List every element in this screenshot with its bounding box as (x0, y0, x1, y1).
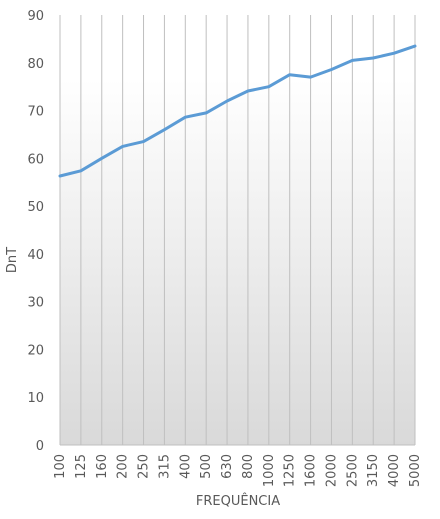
y-axis-ticks: 0 10 20 30 40 50 60 70 80 90 (27, 9, 44, 454)
y-tick-label: 60 (27, 152, 44, 167)
x-tick-label: 1000 (262, 454, 277, 487)
x-tick-label: 5000 (408, 454, 423, 487)
x-tick-label: 100 (53, 454, 68, 479)
x-tick-label: 2500 (345, 454, 360, 487)
x-tick-label: 160 (95, 454, 110, 479)
x-tick-label: 400 (178, 454, 193, 479)
x-tick-label: 630 (220, 454, 235, 479)
x-tick-label: 2000 (324, 454, 339, 487)
x-axis-title: FREQUÊNCIA (196, 493, 280, 509)
y-tick-label: 20 (27, 343, 44, 358)
x-tick-label: 200 (116, 454, 131, 479)
y-axis-title: DnT (5, 247, 20, 273)
series-line (58, 44, 417, 178)
y-tick-label: 50 (27, 200, 44, 215)
y-tick-label: 10 (27, 391, 44, 406)
x-tick-label: 800 (241, 454, 256, 479)
y-tick-label: 30 (27, 296, 44, 311)
x-axis-ticks: 100 125 160 200 250 315 400 500 630 800 1000 1250 16… (53, 454, 423, 487)
x-tick-label: 125 (74, 454, 89, 479)
x-tick-label: 250 (137, 454, 152, 479)
y-tick-label: 90 (27, 9, 44, 24)
x-tick-label: 4000 (387, 454, 402, 487)
x-tick-label: 1600 (304, 454, 319, 487)
y-tick-label: 80 (27, 57, 44, 72)
x-tick-label: 1250 (283, 454, 298, 487)
y-tick-label: 0 (36, 439, 44, 454)
plot-area-fill (60, 15, 415, 445)
y-tick-label: 40 (27, 248, 44, 263)
x-tick-label: 500 (199, 454, 214, 479)
y-tick-label: 70 (27, 105, 44, 120)
x-tick-label: 315 (157, 454, 172, 479)
x-tick-label: 3150 (366, 454, 381, 487)
